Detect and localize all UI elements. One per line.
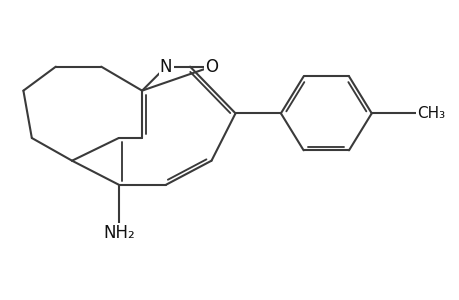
- Text: O: O: [205, 58, 218, 76]
- Text: CH₃: CH₃: [416, 106, 444, 121]
- Text: NH₂: NH₂: [103, 224, 134, 242]
- Text: N: N: [160, 58, 172, 76]
